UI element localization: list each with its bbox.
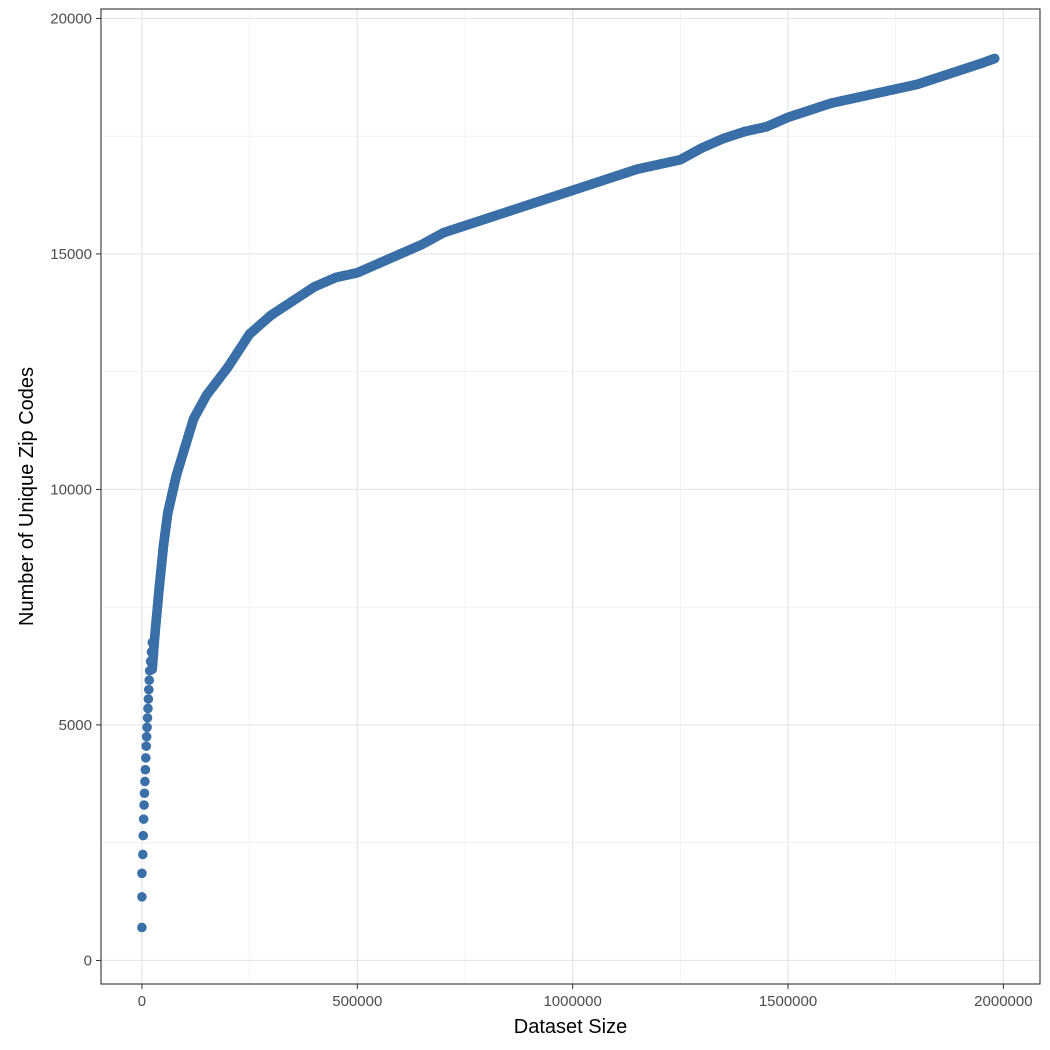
data-point: [144, 675, 155, 685]
x-tick-label: 2000000: [974, 993, 1032, 1010]
y-tick-label: 15000: [50, 246, 92, 263]
data-point: [140, 764, 151, 775]
x-tick-label: 1000000: [543, 993, 601, 1010]
data-point: [141, 741, 152, 751]
data-point: [144, 684, 154, 695]
data-point: [989, 53, 1000, 64]
x-tick-label: 0: [138, 993, 146, 1010]
data-point: [142, 713, 153, 723]
data-point: [137, 922, 147, 933]
data-point: [142, 722, 152, 733]
major-gridlines: [101, 9, 1040, 984]
y-tick-label: 0: [84, 952, 92, 969]
data-point: [137, 849, 148, 860]
data-point: [138, 830, 149, 841]
y-axis-title: Number of Unique Zip Codes: [16, 367, 38, 626]
data-point: [143, 703, 153, 714]
data-point: [141, 731, 152, 742]
x-tick-label: 1500000: [759, 993, 817, 1010]
x-axis-title: Dataset Size: [514, 1016, 627, 1038]
y-tick-label: 20000: [50, 10, 92, 27]
data-point: [137, 892, 147, 902]
data-point: [140, 753, 151, 763]
data-point: [139, 788, 150, 799]
minor-gridlines: [101, 9, 1040, 984]
y-axis-ticks: 0 5000 10000 15000 20000: [50, 10, 101, 969]
y-tick-label: 5000: [59, 717, 92, 734]
x-tick-label: 500000: [332, 993, 382, 1010]
y-tick-label: 10000: [50, 481, 92, 498]
x-axis-ticks: 0 500000 1000000 1500000 2000000: [138, 984, 1033, 1010]
data-point: [138, 814, 149, 824]
data-point: [140, 776, 150, 787]
data-point: [137, 868, 147, 879]
data-point: [143, 694, 154, 704]
data-point: [139, 800, 149, 810]
panel-border: [100, 8, 1041, 985]
data-points: [137, 53, 1000, 933]
